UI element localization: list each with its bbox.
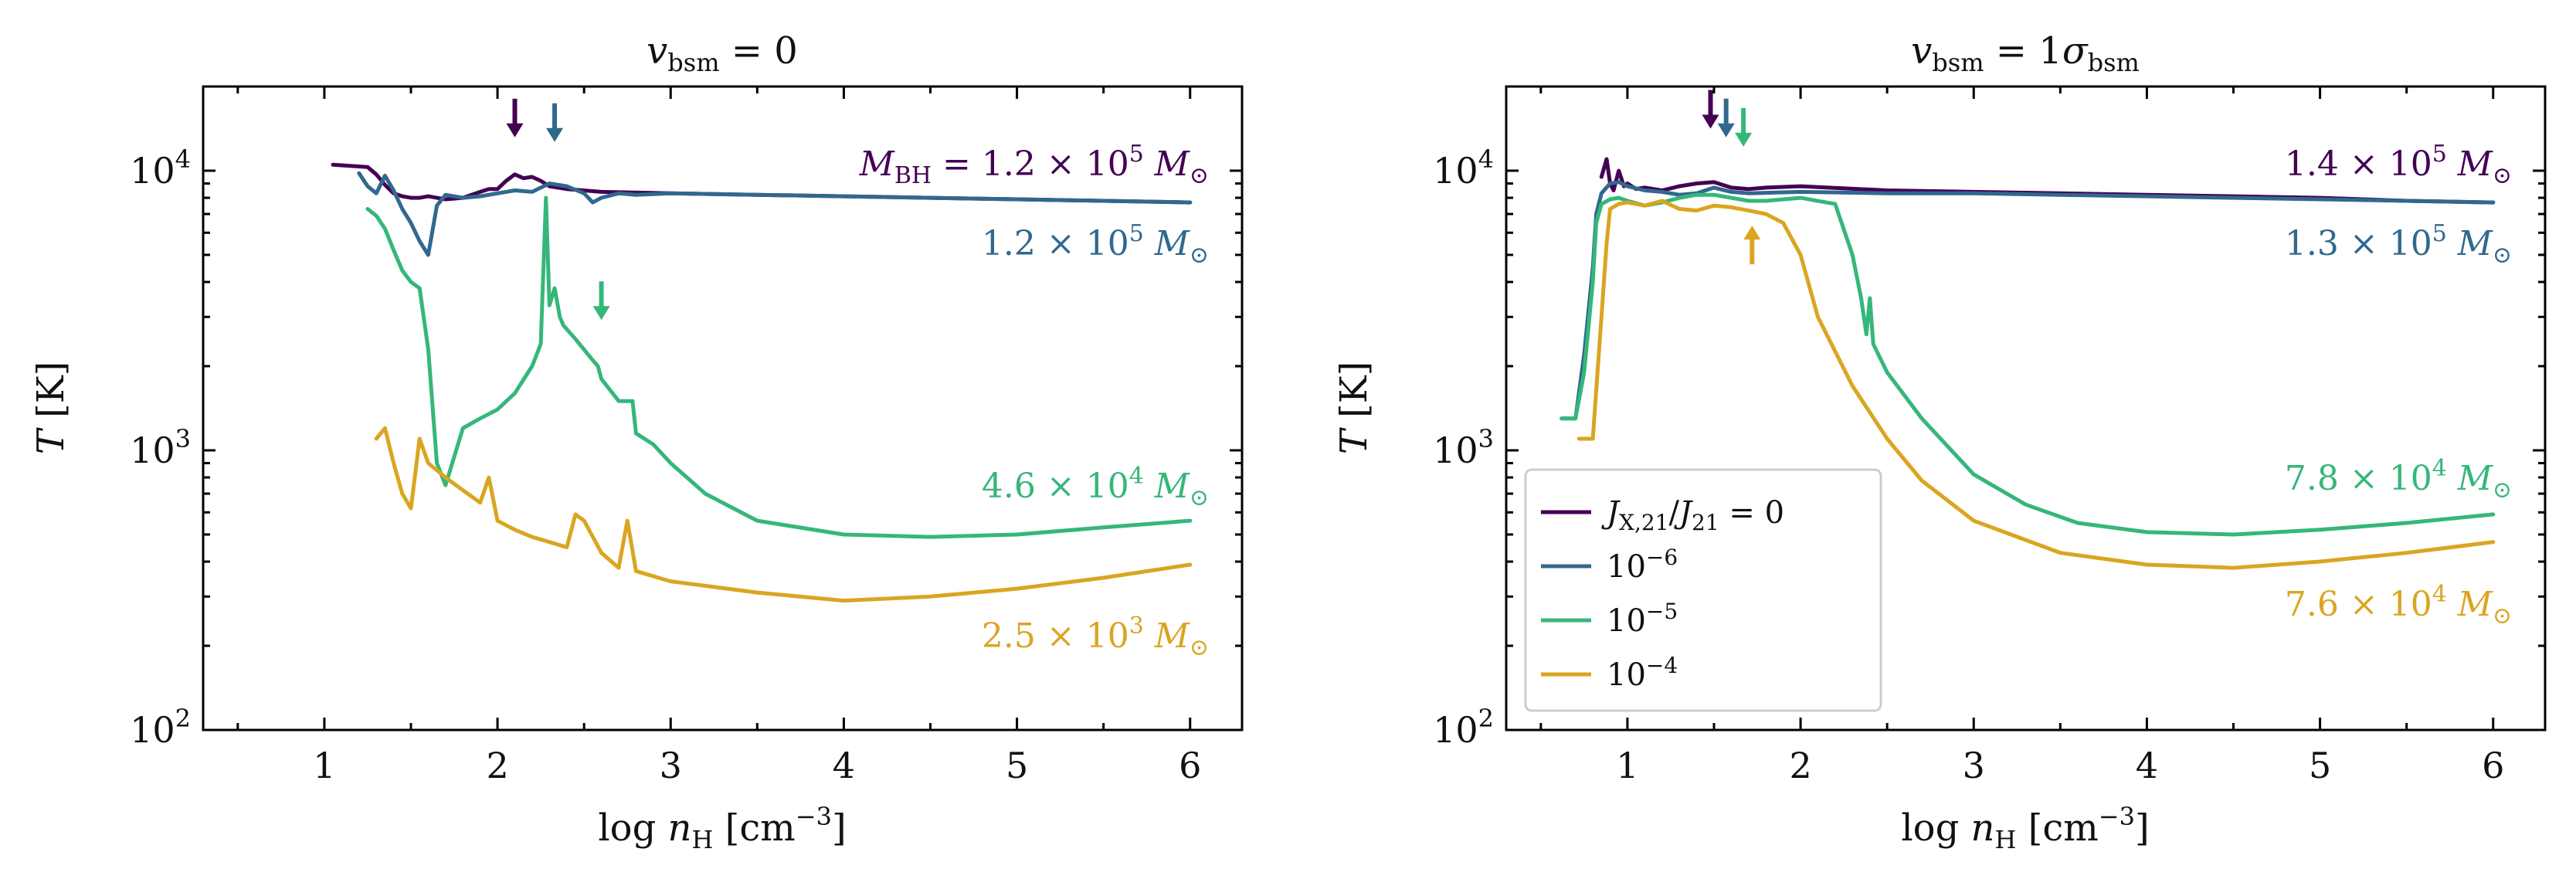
arrow-marker [1717, 98, 1735, 137]
series-line [374, 426, 1193, 603]
mass-annotation: 1.2 × 105 M⊙ [982, 220, 1209, 269]
arrow-group [1702, 90, 1761, 265]
arrow-marker [1743, 226, 1761, 265]
x-tick-label: 3 [1963, 745, 1985, 786]
y-tick-label: 104 [1433, 144, 1494, 192]
series-line [1560, 192, 2496, 537]
arrow-marker [1735, 107, 1753, 147]
y-tick-label: 104 [130, 144, 191, 192]
arrow-marker [592, 281, 610, 321]
panel-title: vbsm = 1σbsm [1911, 29, 2140, 77]
y-tick-label: 103 [1433, 424, 1494, 471]
mass-annotation: 1.3 × 105 M⊙ [2285, 220, 2512, 269]
arrow-marker [506, 98, 524, 137]
series-group [1560, 157, 2496, 570]
mass-annotation: 1.4 × 105 M⊙ [2285, 141, 2512, 189]
x-tick-label: 6 [2482, 745, 2504, 786]
x-tick-label: 4 [2136, 745, 2158, 786]
y-tick-label: 102 [130, 704, 191, 751]
arrow-marker [1702, 90, 1719, 129]
legend: JX,21/J21 = 0 10−6 10−5 10−4 [1524, 468, 1882, 712]
series-line [365, 195, 1193, 539]
mass-annotation: 2.5 × 103 M⊙ [982, 613, 1209, 661]
x-tick-label: 3 [660, 745, 682, 786]
mass-annotation: 7.6 × 104 M⊙ [2285, 581, 2512, 630]
axis-ticks: 1 2 3 4 5 6 102 103 104 [130, 85, 1242, 786]
legend-label: 10−4 [1607, 653, 1678, 693]
x-tick-label: 5 [2309, 745, 2331, 786]
plot-frame [1505, 85, 2547, 732]
panel-title: vbsm = 0 [647, 29, 798, 77]
x-tick-label: 4 [833, 745, 855, 786]
arrow-group [506, 98, 610, 321]
y-tick-label: 102 [1433, 704, 1494, 751]
plot-frame [202, 85, 1244, 732]
mass-annotation: MBH = 1.2 × 105 M⊙ [859, 141, 1209, 189]
y-tick-label: 103 [130, 424, 191, 471]
x-tick-label: 5 [1006, 745, 1028, 786]
x-tick-label: 2 [1789, 745, 1811, 786]
mass-annotation: 4.6 × 104 M⊙ [982, 463, 1209, 511]
x-axis-title: log nH [cm−3] [598, 802, 846, 854]
series-line [357, 171, 1193, 257]
panel-right: vbsm = 1σbsm 1 2 3 4 5 6 102 103 104 1.4 × 105 M… [1332, 29, 2547, 854]
x-tick-label: 1 [313, 745, 335, 786]
panel-left: vbsm = 0 1 2 3 4 5 6 102 103 104 MBH = 1.2 × 105… [29, 29, 1244, 854]
arrow-marker [546, 103, 564, 142]
x-axis-title: log nH [cm−3] [1901, 802, 2149, 854]
legend-frame [1524, 468, 1882, 712]
series-line [1560, 180, 2496, 421]
y-axis-title: T [K] [1332, 362, 1376, 455]
x-tick-label: 2 [486, 745, 508, 786]
mass-annotation: 7.8 × 104 M⊙ [2285, 455, 2512, 504]
y-axis-title: T [K] [29, 362, 73, 455]
series-group [331, 162, 1193, 603]
x-tick-label: 1 [1616, 745, 1638, 786]
series-line [1576, 199, 2496, 570]
x-tick-label: 6 [1179, 745, 1201, 786]
